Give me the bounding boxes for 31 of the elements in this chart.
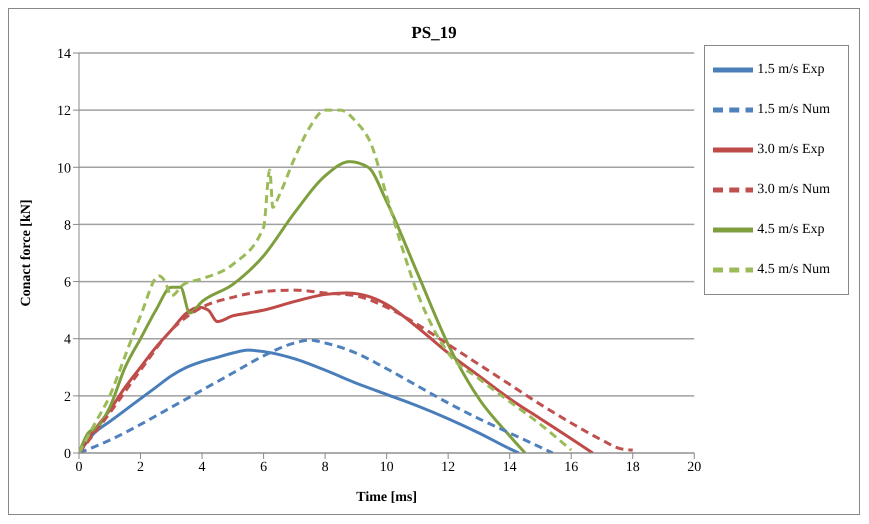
x-tick-label: 8 [322,460,329,475]
x-tick-label: 12 [441,460,456,475]
legend-label: 3.0 m/s Exp [757,142,825,158]
legend-label: 1.5 m/s Exp [757,62,825,78]
x-tick-label: 18 [626,460,640,475]
y-tick-label: 10 [57,161,71,176]
legend-label: 4.5 m/s Exp [757,222,825,238]
y-tick-label: 6 [64,276,71,291]
y-tick-label: 0 [64,446,71,462]
x-tick-label: 14 [502,460,517,475]
x-tick-label: 4 [198,460,206,475]
chart-title: PS_19 [410,23,458,43]
y-tick-label: 2 [64,390,71,405]
x-tick-label: 0 [76,460,82,475]
x-tick-label: 16 [564,460,578,475]
y-tick-label: 12 [57,104,71,120]
x-tick-label: 6 [260,460,268,475]
y-axis-title: Conact force [kN] [18,199,34,307]
legend-label: 1.5 m/s Num [757,102,830,118]
legend-label: 4.5 m/s Num [757,262,830,278]
line-series [79,338,554,453]
x-tick-label: 2 [137,460,144,475]
x-axis-title: Time [ms] [356,490,418,505]
line-series [79,108,573,453]
line-series [79,160,527,453]
y-tick-label: 4 [64,332,71,348]
y-tick-label: 14 [57,46,71,62]
y-tick-label: 8 [64,218,71,234]
x-tick-label: 20 [687,460,702,475]
legend-label: 3.0 m/s Num [757,182,830,198]
x-tick-label: 10 [380,460,394,475]
